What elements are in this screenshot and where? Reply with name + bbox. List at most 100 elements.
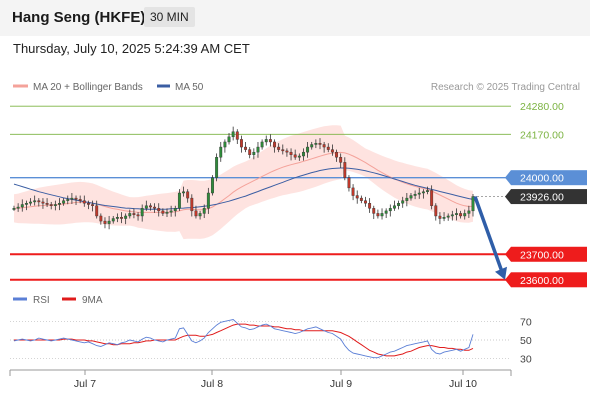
candle-body — [281, 149, 285, 152]
candle-body — [37, 200, 41, 203]
rsi-ma-legend-label: 9MA — [82, 295, 103, 306]
candle-body — [33, 200, 37, 203]
candle-body — [314, 143, 318, 145]
candle-body — [198, 213, 202, 217]
candle-body — [115, 217, 119, 219]
candle-body — [132, 213, 136, 215]
candle-body — [417, 192, 421, 195]
candle-body — [103, 220, 107, 224]
candle-body — [392, 205, 396, 209]
forecast-arrow-shaft — [473, 195, 504, 273]
ma50-legend-label: MA 50 — [175, 82, 204, 93]
level-label-support: 23600.00 — [520, 275, 564, 287]
candle-body — [297, 155, 301, 158]
candle-body — [310, 144, 314, 148]
candle-body — [49, 204, 53, 206]
candle-body — [405, 197, 409, 201]
candle-body — [70, 197, 74, 200]
candle-body — [384, 210, 388, 214]
candle-body — [413, 194, 417, 196]
rsi-panel: 70 50 30 — [10, 316, 532, 366]
candle-body — [173, 208, 177, 212]
forecast-arrow — [473, 195, 507, 280]
candle-body — [260, 141, 264, 148]
forecast-arrow-head — [495, 266, 507, 280]
candle-body — [161, 210, 165, 214]
level-label-support: 23700.00 — [520, 249, 564, 261]
candle-body — [376, 213, 380, 217]
rsi-tick-label: 70 — [520, 316, 532, 328]
x-tick-label: Jul 8 — [201, 378, 223, 390]
candle-body — [322, 144, 326, 148]
candle-body — [335, 151, 338, 158]
rsi-tick-label: 30 — [520, 354, 532, 366]
candle-body — [409, 195, 413, 199]
key-levels — [10, 105, 511, 281]
candle-body — [302, 151, 305, 157]
candle-body — [388, 208, 392, 212]
candle-body — [343, 162, 347, 178]
candle-body — [74, 197, 78, 200]
candle-body — [368, 203, 372, 209]
candle-body — [273, 141, 276, 148]
candle-body — [347, 177, 351, 189]
rsi-ma-line — [14, 323, 474, 357]
candle-body — [190, 197, 194, 212]
candle-body — [211, 177, 214, 194]
candle-body — [99, 215, 103, 222]
moving-averages — [13, 151, 474, 213]
candle-body — [459, 213, 463, 217]
x-tick-label: Jul 9 — [330, 378, 352, 390]
candle-body — [438, 215, 442, 219]
candle-body — [128, 213, 132, 217]
candle-body — [248, 149, 252, 155]
rsi-line — [13, 319, 474, 359]
candle-body — [66, 199, 70, 201]
candle-body — [29, 201, 32, 204]
candle-body — [169, 210, 173, 213]
candle-body — [107, 220, 111, 224]
candle-body — [235, 131, 239, 140]
instrument-title: Hang Seng (HKFE) — [12, 9, 146, 26]
level-label-resistance: 24170.00 — [520, 129, 564, 141]
candle-body — [339, 157, 343, 163]
bollinger-legend-label: MA 20 + Bollinger Bands — [33, 82, 143, 93]
candle-body — [401, 200, 405, 204]
candle-body — [463, 213, 467, 217]
candle-body — [397, 203, 401, 206]
candle-body — [62, 200, 66, 204]
candle-body — [421, 191, 425, 194]
candle-body — [20, 204, 24, 208]
level-label-pointer-last — [505, 189, 511, 205]
candle-body — [91, 204, 95, 206]
candle-body — [277, 146, 281, 150]
candle-body — [442, 217, 446, 219]
candle-body — [165, 211, 169, 214]
candle-body — [120, 217, 123, 219]
candles — [12, 126, 475, 230]
candle-body — [306, 146, 310, 153]
level-label-bg-last — [511, 189, 587, 205]
candle-body — [471, 196, 475, 212]
candle-body — [136, 214, 140, 217]
candle-body — [58, 203, 61, 205]
candle-body — [430, 190, 434, 206]
candle-body — [426, 190, 429, 192]
candle-body — [53, 204, 57, 206]
candle-body — [293, 154, 297, 158]
candle-body — [252, 151, 256, 155]
candle-body — [455, 213, 458, 215]
level-label-resistance: 24280.00 — [520, 101, 564, 113]
candle-body — [446, 215, 450, 218]
candle-body — [41, 201, 45, 204]
interval-button[interactable]: 30 MIN — [144, 7, 195, 27]
candle-body — [140, 208, 144, 217]
candle-body — [268, 139, 272, 143]
candle-body — [467, 210, 471, 214]
candle-body — [202, 208, 206, 214]
x-tick-label: Jul 7 — [74, 378, 96, 390]
candle-body — [231, 131, 235, 138]
level-label-bg-support — [511, 246, 587, 262]
candle-body — [124, 215, 128, 219]
